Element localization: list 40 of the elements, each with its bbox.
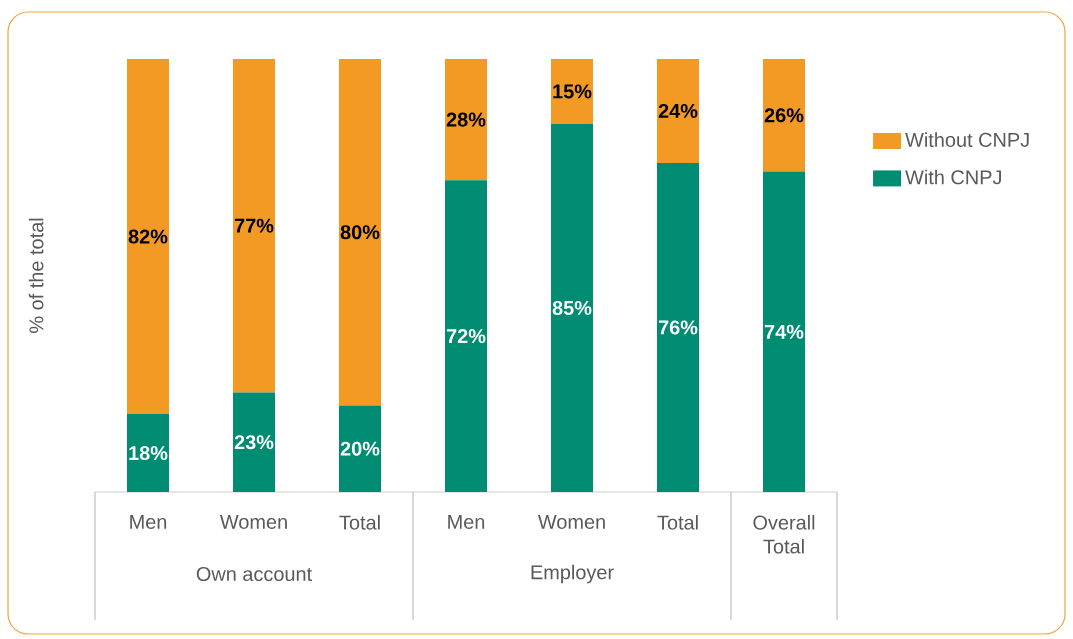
data-label: 74%: [764, 324, 804, 339]
data-label: 26%: [764, 108, 804, 123]
x-tick-label: Total: [657, 515, 698, 530]
bar: [551, 58, 594, 124]
data-label: 72%: [446, 329, 486, 344]
bar: [445, 180, 488, 492]
data-label: 15%: [553, 84, 592, 99]
x-tick-label: Women: [219, 515, 287, 529]
x-tick-label: Overall Total: [753, 515, 815, 554]
data-label: 20%: [340, 441, 380, 456]
bar: [551, 123, 594, 492]
data-label: 77%: [234, 218, 274, 233]
bar: [339, 405, 382, 492]
x-tick-label: Men: [130, 515, 167, 529]
bar: [763, 171, 806, 492]
legend-label: Without CNPJ: [905, 132, 1029, 147]
bar: [127, 58, 170, 415]
legend-label: With CNPJ: [905, 169, 1001, 185]
bar: [233, 58, 276, 393]
data-label: 23%: [234, 435, 274, 450]
bar: [233, 392, 276, 492]
text: Employer: [531, 564, 614, 584]
x-tick-label: Women: [537, 515, 605, 529]
x-tick-label: Men: [448, 515, 485, 529]
x-tick-label: Total: [339, 515, 380, 530]
data-label: 24%: [658, 103, 698, 118]
text: Own account: [196, 566, 312, 582]
bar: [657, 58, 700, 163]
data-label: 28%: [446, 112, 486, 127]
y-axis-title: % of the total: [28, 218, 44, 333]
bar: [445, 58, 488, 181]
bar: [657, 162, 700, 492]
data-label: 85%: [552, 300, 592, 316]
data-label: 80%: [340, 225, 380, 240]
data-label: 82%: [128, 229, 168, 244]
bar: [127, 414, 170, 492]
data-label: 18%: [129, 445, 168, 461]
bar: [339, 58, 382, 406]
bar: [763, 58, 806, 172]
data-label: 76%: [658, 320, 698, 335]
